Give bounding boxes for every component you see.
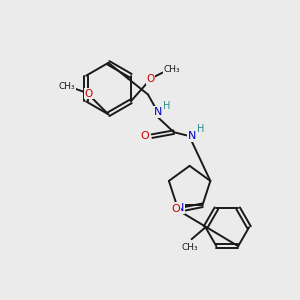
Text: O: O <box>141 131 149 141</box>
Text: O: O <box>146 74 154 84</box>
Text: CH₃: CH₃ <box>181 243 198 252</box>
Text: N: N <box>188 131 196 141</box>
Text: H: H <box>197 124 204 134</box>
Text: N: N <box>154 107 162 117</box>
Text: H: H <box>163 101 170 111</box>
Text: CH₃: CH₃ <box>164 65 181 74</box>
Text: O: O <box>171 204 180 214</box>
Text: CH₃: CH₃ <box>58 82 75 91</box>
Text: N: N <box>176 203 184 213</box>
Text: O: O <box>84 88 93 98</box>
